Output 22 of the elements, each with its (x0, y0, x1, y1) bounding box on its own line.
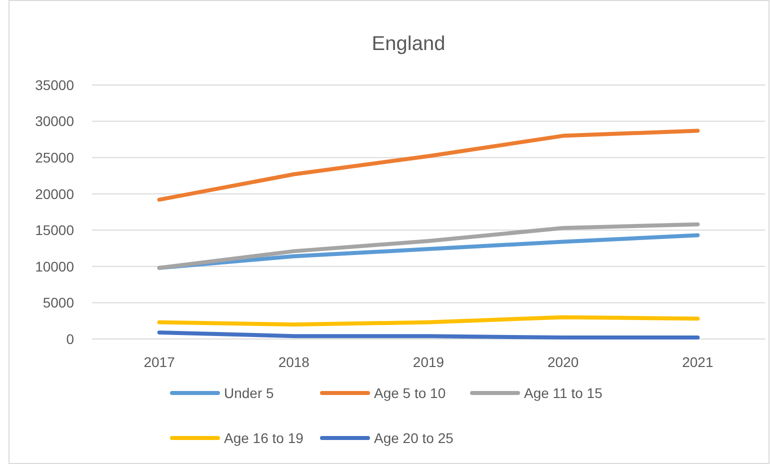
y-tick-label: 30000 (35, 113, 74, 130)
line-series (157, 222, 700, 270)
y-tick-label: 25000 (35, 149, 74, 166)
y-tick-label: 15000 (35, 222, 74, 238)
x-tick-label: 2021 (682, 354, 714, 370)
y-tick-label: 35000 (35, 76, 74, 93)
x-tick-label: 2019 (412, 354, 444, 370)
x-tick-label: 2020 (548, 354, 579, 370)
legend-label: Age 11 to 15 (524, 384, 603, 401)
y-tick-label: 10000 (35, 258, 74, 274)
legend-label: Age 16 to 19 (224, 430, 304, 446)
line-series (157, 315, 700, 326)
x-tick-label: 2017 (144, 354, 176, 370)
y-tick-label: 5000 (42, 294, 74, 311)
chart-title: England (372, 33, 446, 55)
legend-label: Age 20 to 25 (374, 430, 454, 446)
line-series (157, 128, 700, 202)
y-tick-label: 20000 (35, 186, 74, 202)
x-tick-label: 2018 (278, 354, 310, 370)
legend-label: Age 5 to 10 (374, 384, 446, 401)
y-tick-label: 0 (66, 330, 74, 347)
legend-label: Under 5 (224, 384, 274, 401)
